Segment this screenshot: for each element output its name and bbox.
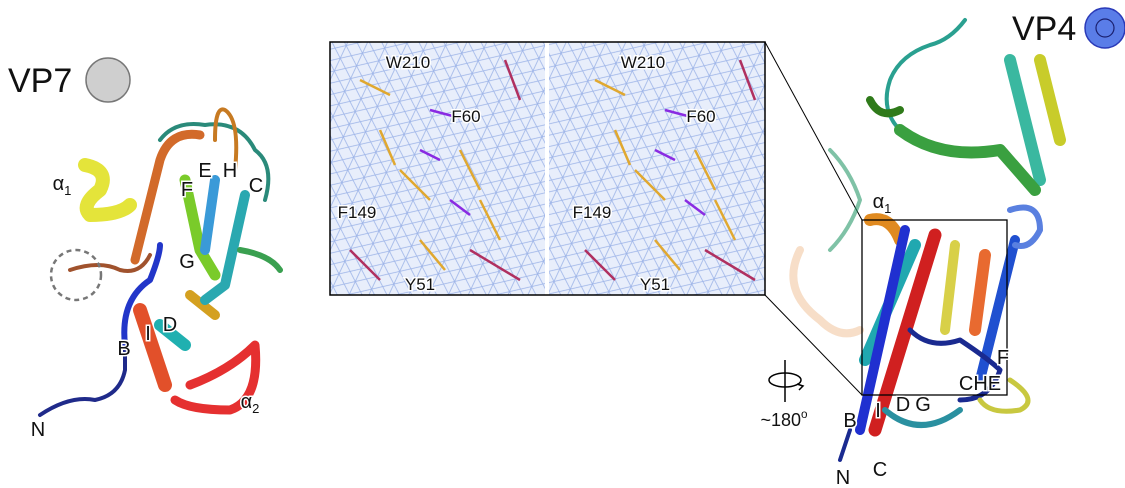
residue-label-sub: 1 xyxy=(64,183,71,198)
residue-label: N xyxy=(31,419,45,441)
density-label: Y51 xyxy=(640,275,670,294)
density-label: F60 xyxy=(451,107,480,126)
residue-label: D xyxy=(896,394,910,416)
residue-label: E xyxy=(198,160,211,182)
vp7-marker xyxy=(86,58,130,102)
density-label: F60 xyxy=(686,107,715,126)
rotation-icon xyxy=(769,360,803,402)
rotation-label-sup: o xyxy=(801,408,808,421)
residue-label: B xyxy=(117,338,130,360)
figure: VP7VP4α1EFHCGDBINα2W210F60F149Y51W210F60… xyxy=(0,0,1125,488)
rotation-label: ~180o xyxy=(760,408,808,430)
residue-label: G xyxy=(179,251,195,273)
panel-title: VP4 xyxy=(1012,10,1076,48)
residue-label: N xyxy=(836,467,850,488)
panel-title: VP7 xyxy=(8,62,72,100)
vp7-structure xyxy=(40,109,280,415)
residue-label-text: α xyxy=(241,391,253,413)
residue-label: H xyxy=(223,160,237,182)
residue-label: G xyxy=(915,394,931,416)
residue-label: α1 xyxy=(53,173,72,198)
density-panel xyxy=(330,42,765,295)
zoom-line xyxy=(765,42,862,220)
residue-label: C xyxy=(249,175,263,197)
density-label: W210 xyxy=(621,53,665,72)
residue-label-text: α xyxy=(53,173,65,195)
residue-label: B xyxy=(843,410,856,432)
residue-label: CHE xyxy=(959,373,1001,395)
residue-label: α1 xyxy=(873,191,892,216)
residue-label: C xyxy=(873,459,887,481)
rotation-label-text: ~180 xyxy=(760,410,801,430)
residue-label: I xyxy=(875,400,881,422)
residue-label: α2 xyxy=(241,391,260,416)
density-label: F149 xyxy=(338,203,377,222)
vp4-marker xyxy=(1085,8,1125,48)
density-label: Y51 xyxy=(405,275,435,294)
residue-label: I xyxy=(145,323,151,345)
density-label: W210 xyxy=(386,53,430,72)
density-label: F149 xyxy=(573,203,612,222)
residue-label: F xyxy=(181,179,193,201)
residue-label-sub: 2 xyxy=(252,401,259,416)
residue-label-sub: 1 xyxy=(884,201,891,216)
residue-label: F xyxy=(997,347,1009,369)
residue-label: D xyxy=(163,314,177,336)
residue-label-text: α xyxy=(873,191,885,213)
